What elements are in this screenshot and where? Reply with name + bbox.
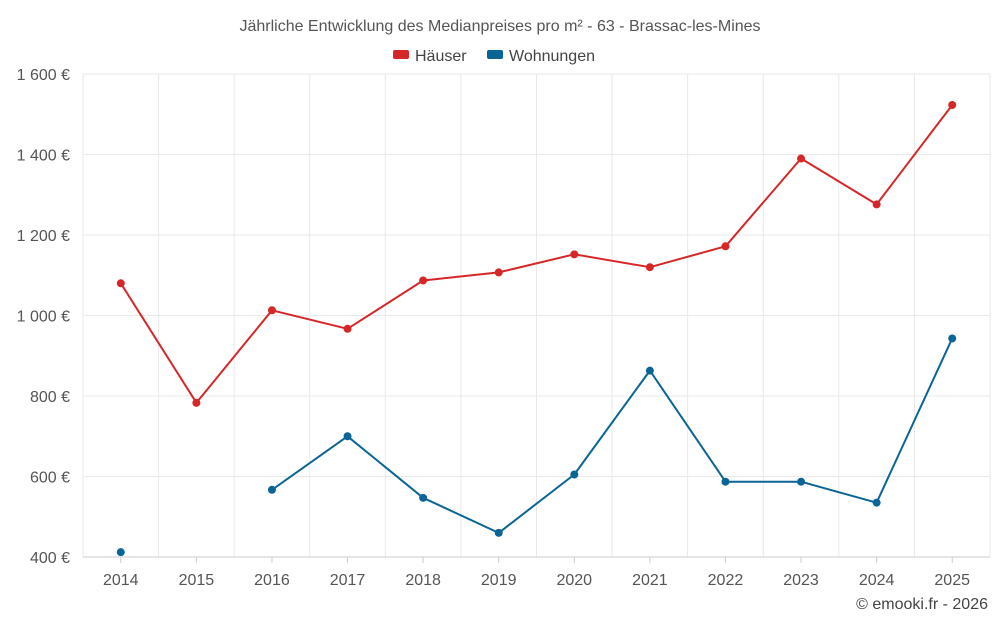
y-tick-label: 1 200 € xyxy=(17,228,70,245)
y-axis: 400 € 600 € 800 € 1 000 € 1 200 € 1 400 € 1 60… xyxy=(17,67,70,567)
data-point[interactable] xyxy=(494,268,503,277)
series xyxy=(116,100,957,557)
series-line xyxy=(271,337,954,534)
data-point[interactable] xyxy=(645,366,654,375)
legend-label-wohnungen: Wohnungen xyxy=(509,48,595,65)
x-tick-label: 2023 xyxy=(783,572,819,589)
y-tick-label: 800 € xyxy=(30,389,70,406)
data-point[interactable] xyxy=(872,498,881,507)
x-tick-label: 2019 xyxy=(481,572,517,589)
data-point[interactable] xyxy=(570,470,579,479)
data-point[interactable] xyxy=(721,477,730,486)
data-point[interactable] xyxy=(419,493,428,502)
data-point[interactable] xyxy=(419,276,428,285)
data-point[interactable] xyxy=(343,324,352,333)
x-tick-label: 2014 xyxy=(103,572,139,589)
legend-swatch-wohnungen xyxy=(487,50,503,59)
credit-text: © emooki.fr - 2026 xyxy=(856,596,988,613)
data-point[interactable] xyxy=(494,528,503,537)
data-point[interactable] xyxy=(721,242,730,251)
data-point[interactable] xyxy=(192,398,201,407)
data-point[interactable] xyxy=(797,477,806,486)
x-tick-label: 2024 xyxy=(859,572,895,589)
y-tick-label: 600 € xyxy=(30,470,70,487)
data-point[interactable] xyxy=(948,100,957,109)
grid xyxy=(82,73,991,557)
data-point[interactable] xyxy=(570,250,579,259)
y-tick-label: 1 400 € xyxy=(17,148,70,165)
legend-swatch-haeuser xyxy=(393,50,409,59)
data-point[interactable] xyxy=(267,485,276,494)
y-tick-label: 1 000 € xyxy=(17,309,70,326)
legend-item-wohnungen[interactable]: Wohnungen xyxy=(487,48,595,65)
data-point[interactable] xyxy=(872,200,881,209)
series-1 xyxy=(116,334,957,557)
chart-title: Jährliche Entwicklung des Medianpreises … xyxy=(239,18,760,35)
x-axis: 2014 2015 2016 2017 2018 2019 2020 2021 2022 2023… xyxy=(83,556,990,589)
x-tick-label: 2017 xyxy=(330,572,366,589)
y-tick-label: 400 € xyxy=(30,550,70,567)
x-tick-label: 2025 xyxy=(934,572,970,589)
x-tick-label: 2020 xyxy=(556,572,592,589)
data-point[interactable] xyxy=(267,306,276,315)
data-point[interactable] xyxy=(645,263,654,272)
x-tick-label: 2021 xyxy=(632,572,668,589)
legend-label-haeuser: Häuser xyxy=(415,48,467,65)
x-tick-label: 2022 xyxy=(708,572,744,589)
legend-item-haeuser[interactable]: Häuser xyxy=(393,48,467,65)
series-0 xyxy=(116,100,957,407)
data-point[interactable] xyxy=(948,334,957,343)
x-tick-label: 2018 xyxy=(405,572,441,589)
data-point[interactable] xyxy=(343,432,352,441)
series-line xyxy=(119,104,953,404)
x-tick-label: 2015 xyxy=(179,572,215,589)
data-point[interactable] xyxy=(797,154,806,163)
y-tick-label: 1 600 € xyxy=(17,67,70,84)
legend: Häuser Wohnungen xyxy=(393,48,595,65)
data-point[interactable] xyxy=(116,548,125,557)
x-tick-label: 2016 xyxy=(254,572,290,589)
data-point[interactable] xyxy=(116,279,125,288)
